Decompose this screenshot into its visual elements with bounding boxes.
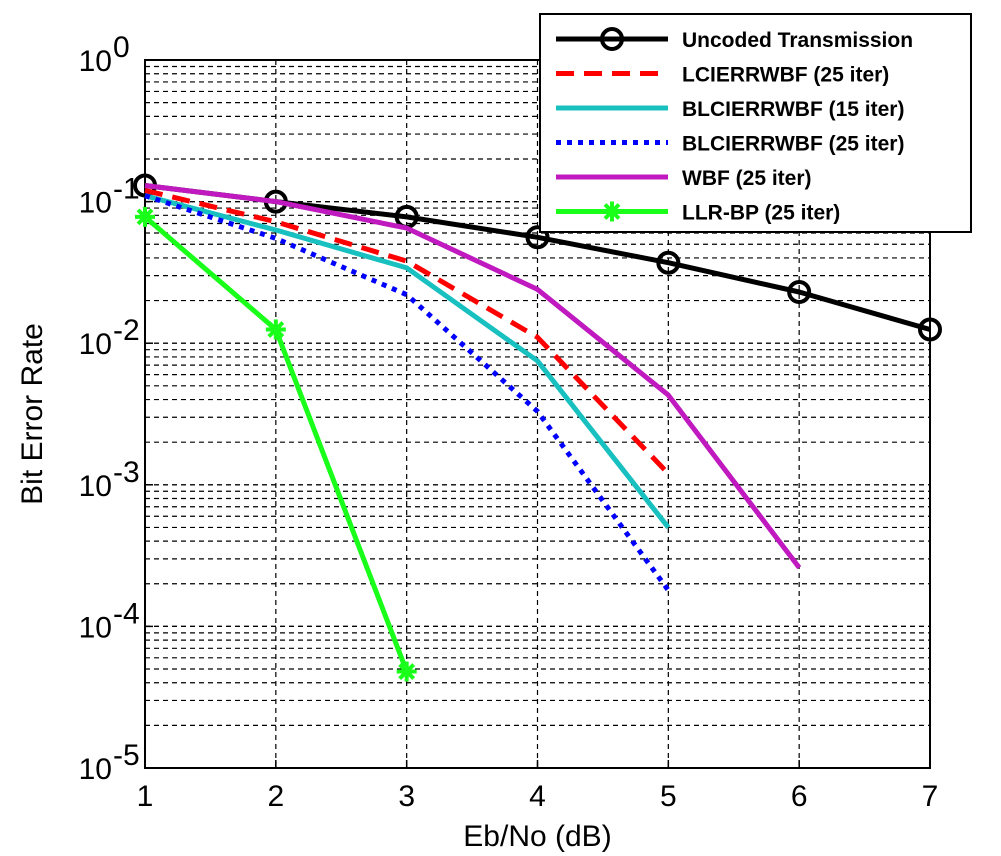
legend-label: Uncoded Transmission	[682, 29, 913, 52]
y-tick-exponent: -3	[113, 456, 140, 489]
y-tick-label: 10 -4	[79, 597, 140, 644]
series-2	[144, 193, 671, 529]
y-axis-label: Bit Error Rate	[16, 323, 49, 505]
series-5	[135, 206, 417, 682]
data-point-marker	[656, 250, 681, 275]
series-line	[144, 193, 671, 529]
x-tick-label: 6	[791, 780, 808, 813]
series-4	[144, 183, 802, 570]
data-point-marker	[135, 206, 155, 227]
legend-label: LLR-BP (25 iter)	[682, 202, 840, 225]
x-axis-label: Eb/No (dB)	[463, 820, 611, 853]
star-marker-arm	[398, 663, 416, 680]
x-tick-label: 7	[922, 780, 939, 813]
y-tick-base: 10	[79, 611, 112, 644]
y-tick-exponent: -5	[113, 739, 140, 772]
data-point-marker	[265, 319, 286, 340]
y-tick-base: 10	[79, 753, 112, 786]
data-point-marker	[396, 661, 417, 682]
series-layer	[133, 173, 942, 682]
legend-marker	[600, 27, 624, 51]
y-tick-base: 10	[79, 470, 112, 503]
y-tick-label: 10 -1	[79, 173, 140, 220]
legend-label: BLCIERRWBF (25 iter)	[682, 133, 904, 156]
y-tick-exponent: -2	[113, 314, 140, 347]
x-axis-ticks: 1 2 3 4 5 6 7	[137, 760, 939, 813]
x-tick-label: 2	[267, 780, 284, 813]
y-tick-exponent: -4	[113, 597, 140, 630]
x-tick-label: 4	[529, 780, 546, 813]
y-tick-base: 10	[79, 328, 112, 361]
y-tick-label: 10 -2	[79, 314, 140, 361]
series-1	[144, 187, 671, 476]
y-tick-label: 10 0	[79, 31, 130, 78]
star-marker-arm	[136, 208, 154, 226]
x-tick-label: 5	[660, 780, 677, 813]
legend-item: WBF (25 iter)	[556, 167, 812, 190]
star-marker-arm	[603, 203, 621, 220]
legend-item: BLCIERRWBF (15 iter)	[556, 98, 904, 121]
x-tick-label: 1	[137, 780, 154, 813]
y-tick-exponent: 0	[113, 31, 130, 64]
legend-item: LLR-BP (25 iter)	[556, 201, 840, 225]
y-tick-base: 10	[79, 187, 112, 220]
legend-label: BLCIERRWBF (15 iter)	[682, 98, 904, 121]
legend-item: Uncoded Transmission	[556, 27, 913, 52]
data-point-marker	[787, 279, 812, 304]
legend-item: LCIERRWBF (25 iter)	[556, 64, 889, 87]
y-tick-label: 10 -3	[79, 456, 140, 503]
legend-marker	[602, 201, 622, 222]
y-tick-base: 10	[79, 45, 112, 78]
data-point-marker	[918, 317, 942, 342]
y-tick-label: 10 -5	[79, 739, 140, 786]
series-3	[144, 193, 671, 592]
x-tick-label: 3	[398, 780, 415, 813]
star-marker-arm	[267, 321, 285, 338]
legend: Uncoded Transmission LCIERRWBF (25 iter) B…	[539, 13, 972, 233]
legend-label: LCIERRWBF (25 iter)	[682, 64, 889, 87]
series-line	[144, 183, 802, 570]
data-point-marker	[525, 225, 550, 250]
legend-label: WBF (25 iter)	[682, 167, 812, 190]
legend-item: BLCIERRWBF (25 iter)	[556, 133, 904, 156]
series-line	[144, 193, 671, 592]
series-line	[144, 187, 671, 476]
